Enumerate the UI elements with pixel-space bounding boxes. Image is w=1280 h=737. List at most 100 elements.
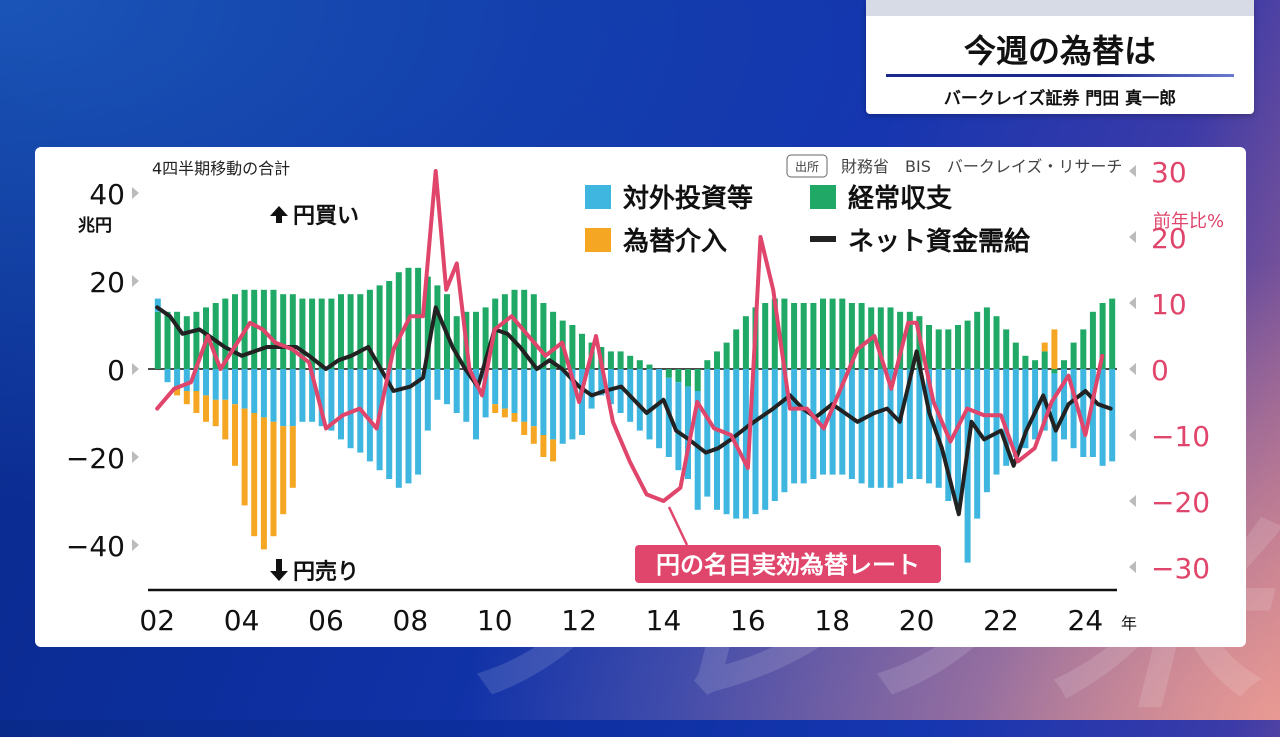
current-account-bar: [771, 298, 778, 369]
investment-bar: [521, 369, 528, 422]
left-tick-marker: [132, 187, 139, 199]
current-account-bar: [983, 307, 990, 369]
legend-swatch: [810, 185, 836, 209]
investment-bar: [906, 369, 913, 479]
current-account-bar: [550, 311, 557, 369]
investment-bar: [569, 369, 576, 440]
investment-bar: [675, 382, 682, 471]
investment-bar: [366, 369, 373, 462]
current-account-bar: [434, 285, 441, 369]
current-account-bar: [1089, 311, 1096, 369]
investment-bar: [646, 369, 653, 440]
intervention-bar: [174, 386, 181, 396]
investment-bar: [251, 369, 258, 413]
current-account-bar: [511, 289, 518, 369]
investment-bar: [559, 369, 566, 444]
intervention-bar: [521, 421, 528, 435]
right-tick-marker: [1129, 561, 1136, 573]
investment-bar: [617, 369, 624, 413]
investment-bar: [540, 369, 547, 435]
current-account-bar: [993, 316, 1000, 369]
legend-swatch: [810, 236, 836, 242]
right-tick-label: −20: [1151, 486, 1210, 519]
left-tick-label: 0: [107, 354, 125, 387]
up-arrow-icon: [270, 206, 288, 223]
right-tick-label: −10: [1151, 420, 1210, 453]
current-account-bar: [366, 289, 373, 369]
investment-bar: [964, 369, 971, 563]
intervention-bar: [222, 399, 229, 440]
investment-bar: [444, 369, 450, 405]
intervention-bar: [251, 413, 258, 537]
current-account-bar: [212, 303, 219, 369]
right-axis-unit: 前年比%: [1153, 211, 1224, 232]
investment-bar: [1051, 373, 1058, 462]
title-card: 今週の為替は バークレイズ証券 門田 真一郎: [866, 0, 1254, 114]
intervention-bar: [193, 391, 200, 413]
investment-bar: [636, 369, 643, 431]
intervention-bar: [540, 435, 547, 457]
right-tick-label: −30: [1151, 552, 1210, 585]
x-tick-label: 16: [730, 604, 766, 637]
investment-bar: [771, 369, 778, 501]
current-account-bar: [829, 298, 836, 369]
current-account-bar: [482, 307, 489, 369]
current-account-bar: [762, 303, 769, 369]
legend-label: ネット資金需給: [848, 226, 1031, 257]
intervention-bar: [1051, 329, 1058, 369]
x-axis-unit: 年: [1121, 614, 1137, 633]
current-account-bar: [1012, 342, 1019, 369]
current-account-bar: [357, 294, 364, 369]
investment-bar: [685, 386, 691, 479]
current-account-bar: [473, 311, 479, 369]
current-account-bar: [251, 289, 258, 369]
investment-bar: [289, 369, 296, 427]
investment-bar: [916, 369, 923, 479]
left-tick-marker: [132, 275, 139, 287]
left-tick-marker: [132, 539, 139, 551]
current-account-bar: [1070, 342, 1077, 369]
investment-bar: [193, 369, 200, 391]
current-account-bar: [395, 272, 402, 369]
current-account-bar: [627, 355, 634, 369]
intervention-bar: [289, 426, 296, 488]
x-tick-label: 06: [308, 604, 344, 637]
investment-bar: [1089, 369, 1096, 457]
intervention-bar: [241, 408, 248, 506]
left-tick-marker: [132, 363, 139, 375]
intervention-bar: [1041, 342, 1048, 352]
investment-bar: [897, 369, 904, 484]
current-account-bar: [328, 298, 335, 369]
investment-bar: [473, 369, 479, 440]
x-tick-label: 04: [224, 604, 260, 637]
current-account-bar: [453, 316, 460, 369]
investment-bar: [203, 369, 209, 396]
investment-bar: [704, 369, 711, 497]
current-account-bar: [1061, 360, 1067, 369]
investment-bar: [858, 369, 865, 484]
intervention-bar: [550, 439, 557, 462]
current-account-bar: [877, 307, 884, 369]
intervention-bar: [511, 413, 518, 422]
current-account-bar: [704, 360, 711, 369]
current-account-bar: [685, 369, 691, 387]
down-annotation: 円売り: [293, 559, 359, 585]
current-account-bar: [897, 311, 904, 369]
current-account-bar: [955, 325, 961, 369]
investment-bar: [1061, 369, 1067, 440]
investment-bar: [318, 369, 325, 427]
current-account-bar: [820, 298, 826, 369]
x-tick-label: 02: [139, 604, 175, 637]
investment-bar: [714, 369, 720, 510]
right-tick-marker: [1129, 297, 1136, 309]
investment-bar: [1003, 369, 1010, 466]
current-account-bar: [636, 360, 643, 369]
current-account-bar: [1099, 303, 1106, 369]
investment-bar: [530, 369, 537, 427]
investment-bar: [800, 369, 807, 484]
investment-bar: [405, 369, 412, 484]
current-account-bar: [164, 311, 171, 369]
investment-bar: [550, 369, 557, 440]
current-account-bar: [415, 267, 422, 369]
investment-bar: [579, 369, 585, 435]
